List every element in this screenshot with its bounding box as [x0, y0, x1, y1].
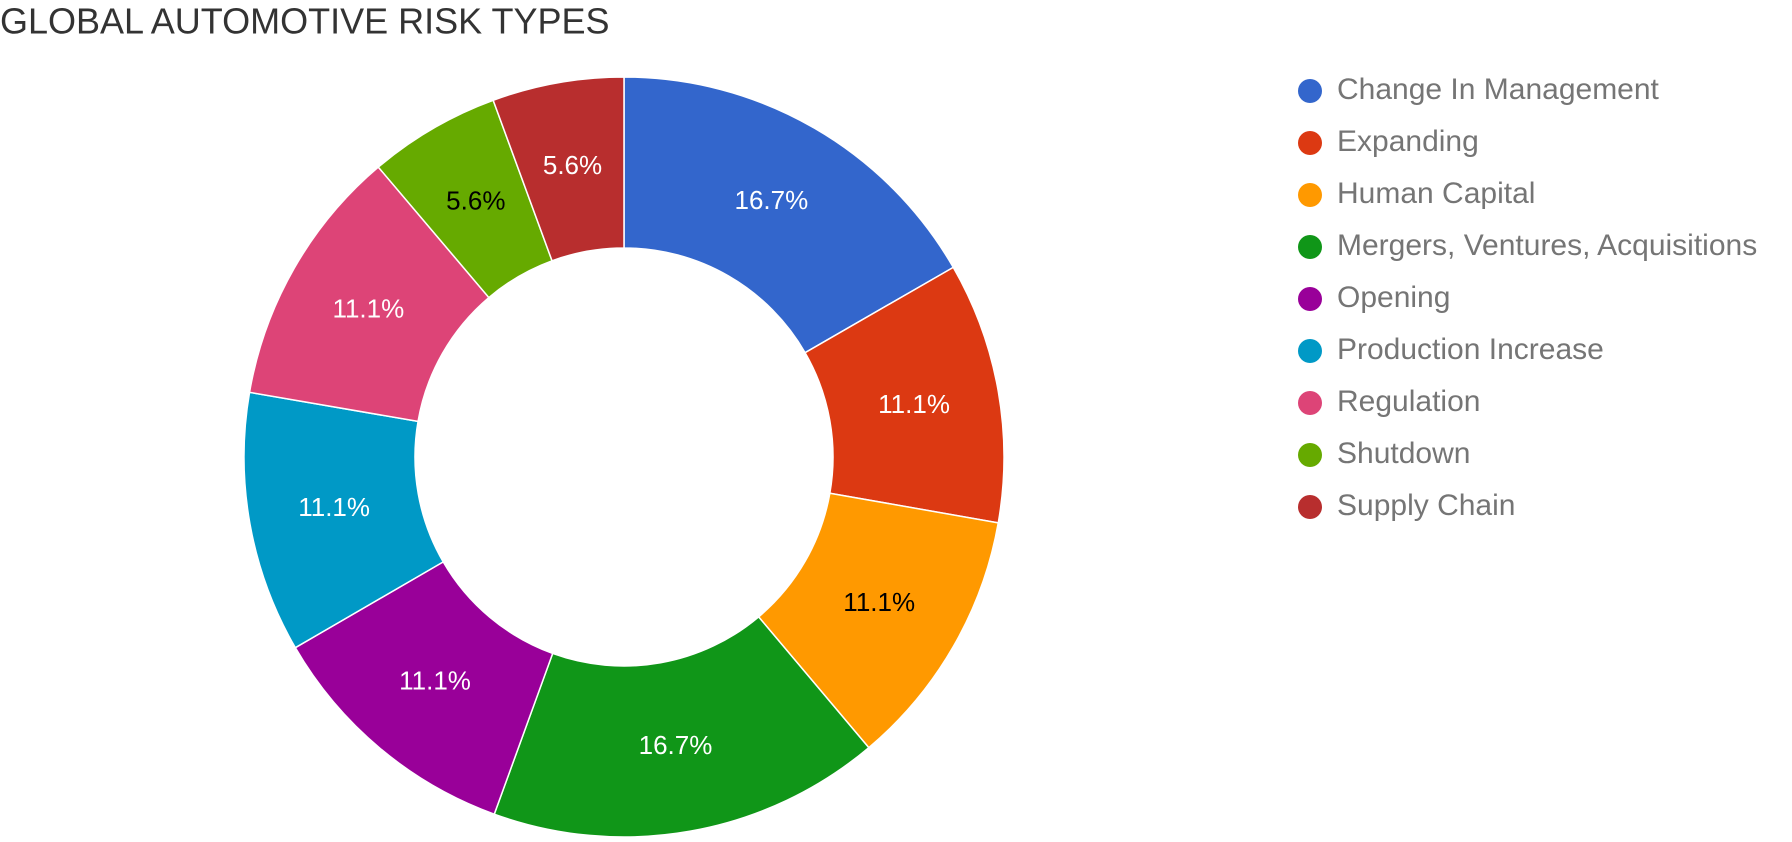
legend-swatch: [1298, 79, 1322, 103]
legend-label: Mergers, Ventures, Acquisitions: [1337, 229, 1757, 262]
chart-title: GLOBAL AUTOMOTIVE RISK TYPES: [0, 1, 610, 42]
legend-label: Supply Chain: [1337, 489, 1515, 522]
slice-label: 5.6%: [446, 185, 505, 215]
slice: [623, 76, 955, 354]
legend-label: Shutdown: [1337, 437, 1470, 470]
slice-label: 5.6%: [543, 150, 602, 180]
slice-label: 16.7%: [639, 730, 713, 760]
legend-label: Production Increase: [1337, 333, 1604, 366]
legend-label: Expanding: [1337, 125, 1479, 158]
slice-label: 16.7%: [735, 185, 809, 215]
slice: [492, 76, 625, 262]
legend-swatch: [1298, 183, 1322, 207]
slice-label: 11.1%: [298, 492, 370, 522]
legend-label: Opening: [1337, 281, 1450, 314]
legend-swatch: [1298, 131, 1322, 155]
legend-swatch: [1298, 287, 1322, 311]
slice-label: 11.1%: [878, 389, 950, 419]
legend-label: Change In Management: [1337, 73, 1660, 106]
legend-label: Regulation: [1337, 385, 1480, 418]
slice-label: 11.1%: [332, 294, 404, 324]
slice: [493, 615, 870, 838]
legend-swatch: [1298, 235, 1322, 259]
slice-label: 11.1%: [399, 666, 471, 696]
legend-label: Human Capital: [1337, 177, 1535, 210]
slice-label: 11.1%: [843, 587, 915, 617]
legend-swatch: [1298, 339, 1322, 363]
legend-swatch: [1298, 443, 1322, 467]
legend-swatch: [1298, 495, 1322, 519]
legend-swatch: [1298, 391, 1322, 415]
